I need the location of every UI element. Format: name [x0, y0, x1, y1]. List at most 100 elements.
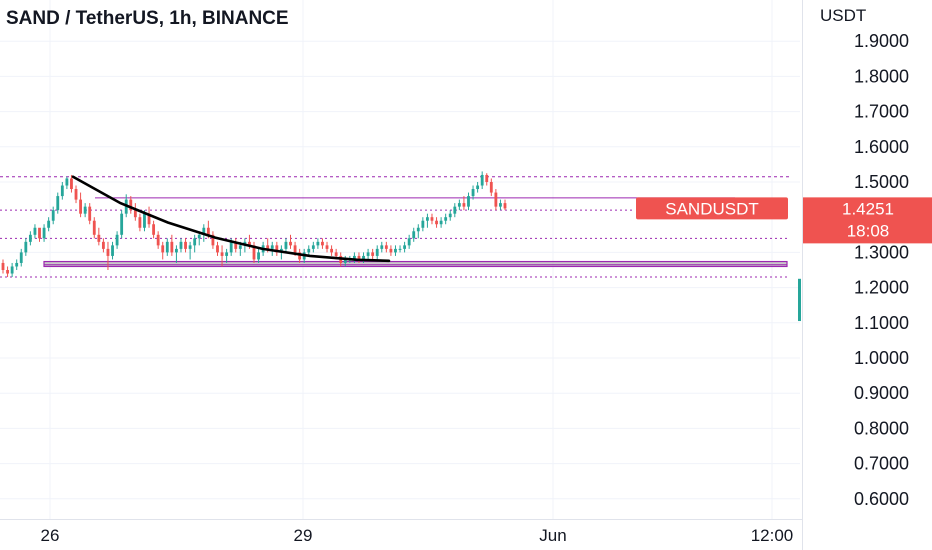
candle: [147, 206, 151, 228]
symbol-tag-label: SANDUSDT: [665, 199, 759, 218]
candle-body: [453, 206, 457, 214]
candle: [152, 220, 156, 239]
candle: [83, 203, 87, 218]
candle: [6, 266, 9, 278]
candle-body: [47, 220, 51, 228]
candle-body: [471, 189, 475, 197]
symbol-tag-bg: [636, 197, 788, 220]
candle: [389, 245, 393, 256]
candle-body: [384, 245, 388, 249]
candle-body: [439, 220, 443, 225]
candle: [421, 217, 425, 232]
candle-body: [325, 245, 329, 249]
candle: [439, 217, 443, 228]
candle: [129, 196, 133, 214]
candle-body: [489, 182, 493, 193]
candle-body: [175, 248, 178, 253]
candle-body: [184, 241, 187, 249]
candle: [115, 231, 119, 249]
candle: [307, 245, 311, 256]
candle: [375, 245, 379, 260]
support-zone-band: [43, 260, 788, 268]
price-tag-value: 1.4251: [842, 199, 894, 218]
candle-body: [366, 252, 370, 256]
candle-body: [143, 213, 146, 228]
candle: [457, 199, 461, 211]
candle-body: [129, 199, 133, 211]
candle-body: [165, 241, 169, 253]
candle: [403, 241, 407, 253]
y-tick-label: 1.6000: [854, 137, 909, 157]
price-axis-divider: [802, 0, 803, 550]
candle-body: [216, 245, 219, 253]
candle-body: [275, 245, 279, 253]
candle: [65, 176, 69, 190]
x-tick-label: Jun: [539, 526, 566, 545]
candle: [366, 248, 370, 260]
candle: [56, 192, 60, 214]
candle: [24, 238, 28, 256]
y-tick-label: 0.7000: [854, 454, 909, 474]
candle-body: [120, 213, 124, 235]
candle-body: [412, 231, 416, 239]
candle-body: [343, 259, 347, 263]
candle-body: [389, 248, 393, 253]
candle: [435, 217, 438, 228]
candle-body: [1, 262, 5, 270]
candle: [284, 238, 288, 253]
y-tick-label: 1.8000: [854, 66, 909, 86]
candle-body: [499, 203, 502, 207]
time-axis-divider: [0, 519, 802, 520]
candle-body: [289, 241, 292, 246]
candle: [485, 173, 489, 186]
candle-body: [462, 203, 466, 207]
candle: [430, 213, 434, 225]
candle-body: [421, 220, 425, 228]
candle-body: [362, 255, 365, 260]
candle: [120, 210, 124, 239]
candle: [275, 241, 279, 256]
candle: [38, 227, 41, 242]
candle-body: [170, 241, 174, 253]
candle: [252, 241, 256, 263]
candle: [220, 245, 224, 267]
candle-body: [115, 234, 119, 246]
candle-body: [394, 248, 397, 253]
candle-body: [467, 196, 470, 207]
candle: [384, 241, 388, 253]
candle-body: [293, 245, 297, 253]
candle-body: [352, 255, 356, 260]
candle: [398, 245, 402, 253]
candle: [97, 227, 101, 246]
candle-body: [457, 203, 461, 207]
candle: [33, 224, 37, 239]
candle: [165, 238, 169, 256]
candle: [311, 241, 315, 253]
candle: [175, 245, 178, 263]
candle-body: [430, 217, 434, 221]
candle: [471, 185, 475, 200]
candle: [28, 231, 32, 246]
y-tick-label: 0.8000: [854, 418, 909, 438]
candle: [193, 234, 197, 253]
candle-body: [220, 252, 224, 256]
candle-body: [407, 238, 411, 246]
candle: [161, 241, 165, 260]
candle-body: [248, 241, 251, 246]
candle: [106, 241, 110, 270]
candle-body: [152, 224, 156, 235]
candle-body: [97, 234, 101, 242]
candle: [371, 248, 375, 260]
candle: [352, 252, 356, 263]
candle: [79, 192, 82, 218]
candle-body: [19, 252, 23, 263]
candle-body: [133, 210, 137, 218]
candle-body: [321, 241, 324, 246]
x-tick-label: 26: [41, 526, 60, 545]
candle: [19, 248, 23, 267]
candle-body: [503, 203, 507, 209]
candle-body: [403, 245, 407, 249]
candle: [133, 203, 137, 221]
candle: [15, 259, 19, 270]
